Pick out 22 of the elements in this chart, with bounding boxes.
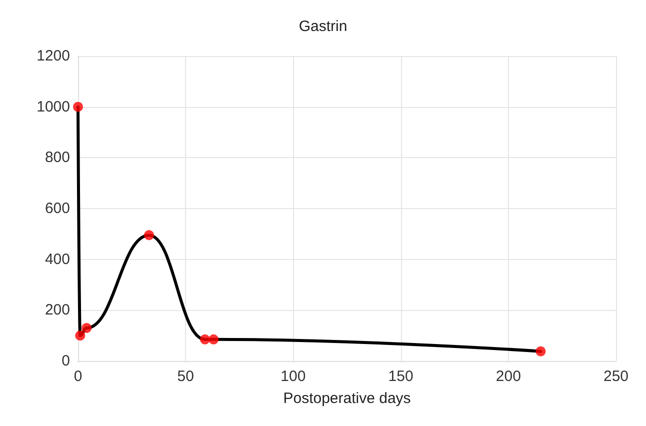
x-axis-title: Postoperative days xyxy=(283,390,411,407)
y-tick-label: 1200 xyxy=(36,48,70,64)
point xyxy=(82,322,92,333)
chart-title: Gastrin xyxy=(298,18,348,35)
y-tick-label: 1000 xyxy=(36,98,70,116)
point xyxy=(208,334,219,344)
y-tick-label: 0 xyxy=(62,352,70,370)
point xyxy=(536,346,546,356)
x-tick-label: 50 xyxy=(177,368,194,385)
point xyxy=(200,334,210,344)
x-tick-label: 250 xyxy=(603,368,629,385)
x-tick-label: 100 xyxy=(280,368,306,385)
y-tick-label: 400 xyxy=(44,250,70,268)
x-tick-label: 200 xyxy=(496,368,521,385)
x-tick-label: 0 xyxy=(74,368,82,385)
y-tick-label: 600 xyxy=(44,200,70,217)
y-tick-label: 200 xyxy=(44,302,70,319)
point xyxy=(73,102,83,112)
x-tick-label: 150 xyxy=(388,368,414,385)
y-tick-label: 800 xyxy=(44,149,70,166)
point xyxy=(144,230,154,240)
point xyxy=(75,330,86,341)
